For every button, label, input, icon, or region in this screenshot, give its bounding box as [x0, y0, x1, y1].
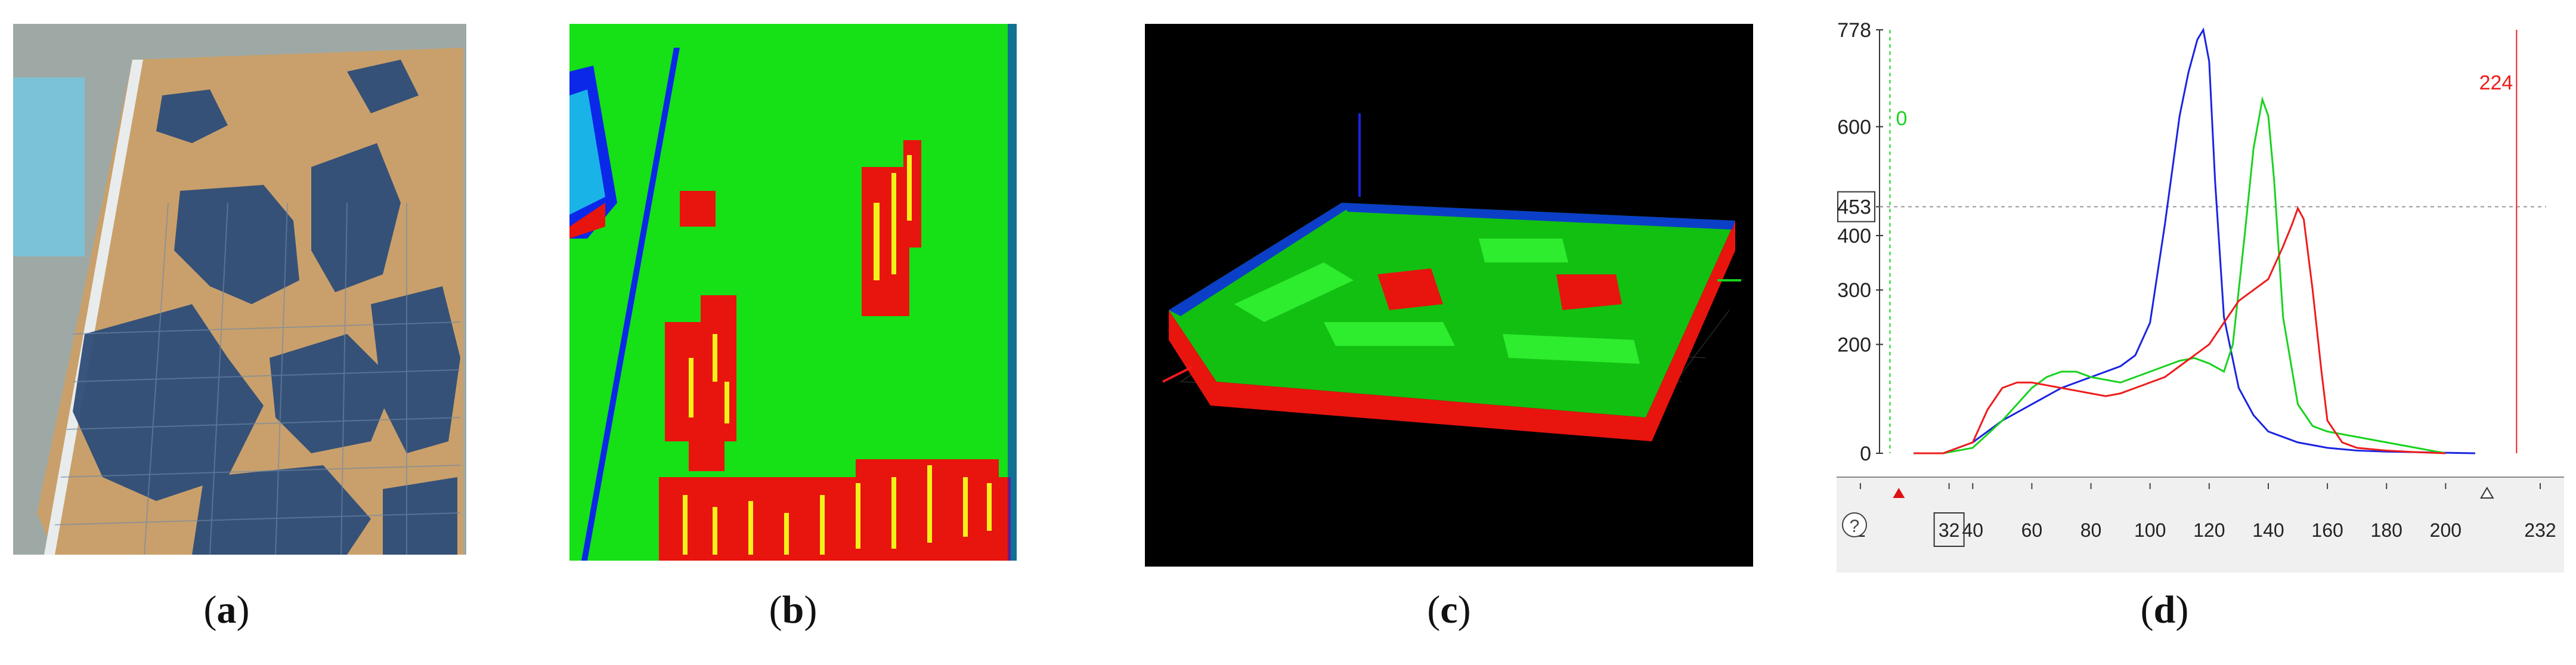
- help-icon-label: ?: [1850, 516, 1860, 536]
- y-tick-label: 300: [1837, 279, 1871, 302]
- y-cursor-box: [1837, 191, 1875, 222]
- right-handle-triangle: [2480, 487, 2494, 499]
- caption-c: (c): [1427, 588, 1471, 632]
- x-tick-label: 80: [2080, 519, 2102, 541]
- y-tick-label: 400: [1837, 225, 1871, 248]
- histogram-chart: 0 200 300 400 453 600 778 232 40 60 80 100 120 140 16…: [1837, 18, 2564, 573]
- x-tick-label: 160: [2311, 519, 2343, 541]
- x-tick-label: 60: [2021, 519, 2043, 541]
- x-tick-label: 180: [2371, 519, 2402, 541]
- panel-c-3d-surface: [1145, 24, 1753, 567]
- y-tick-label: 600: [1837, 116, 1871, 138]
- y-tick-label: 778: [1837, 19, 1871, 42]
- left-range-label: 0: [1896, 107, 1907, 130]
- caption-a: (a): [203, 588, 250, 632]
- series-line-red: [1914, 206, 2446, 454]
- x-tick-label: 232: [2524, 519, 2556, 541]
- x-tick-label: 32: [1939, 519, 1960, 541]
- y-tick-label: 200: [1837, 333, 1871, 356]
- x-tick-label: 120: [2193, 519, 2225, 541]
- caption-d: (d): [2140, 588, 2189, 632]
- panel-b-segmentation: [569, 24, 1017, 561]
- x-tick-label: 100: [2134, 519, 2166, 541]
- y-tick-label: 453: [1837, 196, 1871, 219]
- help-icon: [1842, 512, 1867, 537]
- x-tick-label: 200: [2430, 519, 2462, 541]
- panel-d-histogram: 0 200 300 400 453 600 778 232 40 60 80 100 120 140 16…: [1837, 18, 2564, 573]
- 3d-surface-plot-image: [1145, 24, 1753, 567]
- caption-b: (b): [769, 588, 818, 632]
- left-handle-triangle: [1893, 488, 1905, 498]
- segmentation-map-image: [569, 24, 1017, 561]
- series-line-green: [1914, 96, 2446, 454]
- x-tick-label: 40: [1962, 519, 1983, 541]
- panel-a-photo: [13, 24, 466, 555]
- x-min-box: [1933, 512, 1965, 547]
- solar-panel-photo-image: [13, 24, 466, 555]
- x-tick-label: 140: [2252, 519, 2284, 541]
- y-tick-label: 0: [1860, 443, 1871, 465]
- series-line-blue: [1914, 27, 2475, 454]
- right-range-label: 224: [2479, 72, 2513, 94]
